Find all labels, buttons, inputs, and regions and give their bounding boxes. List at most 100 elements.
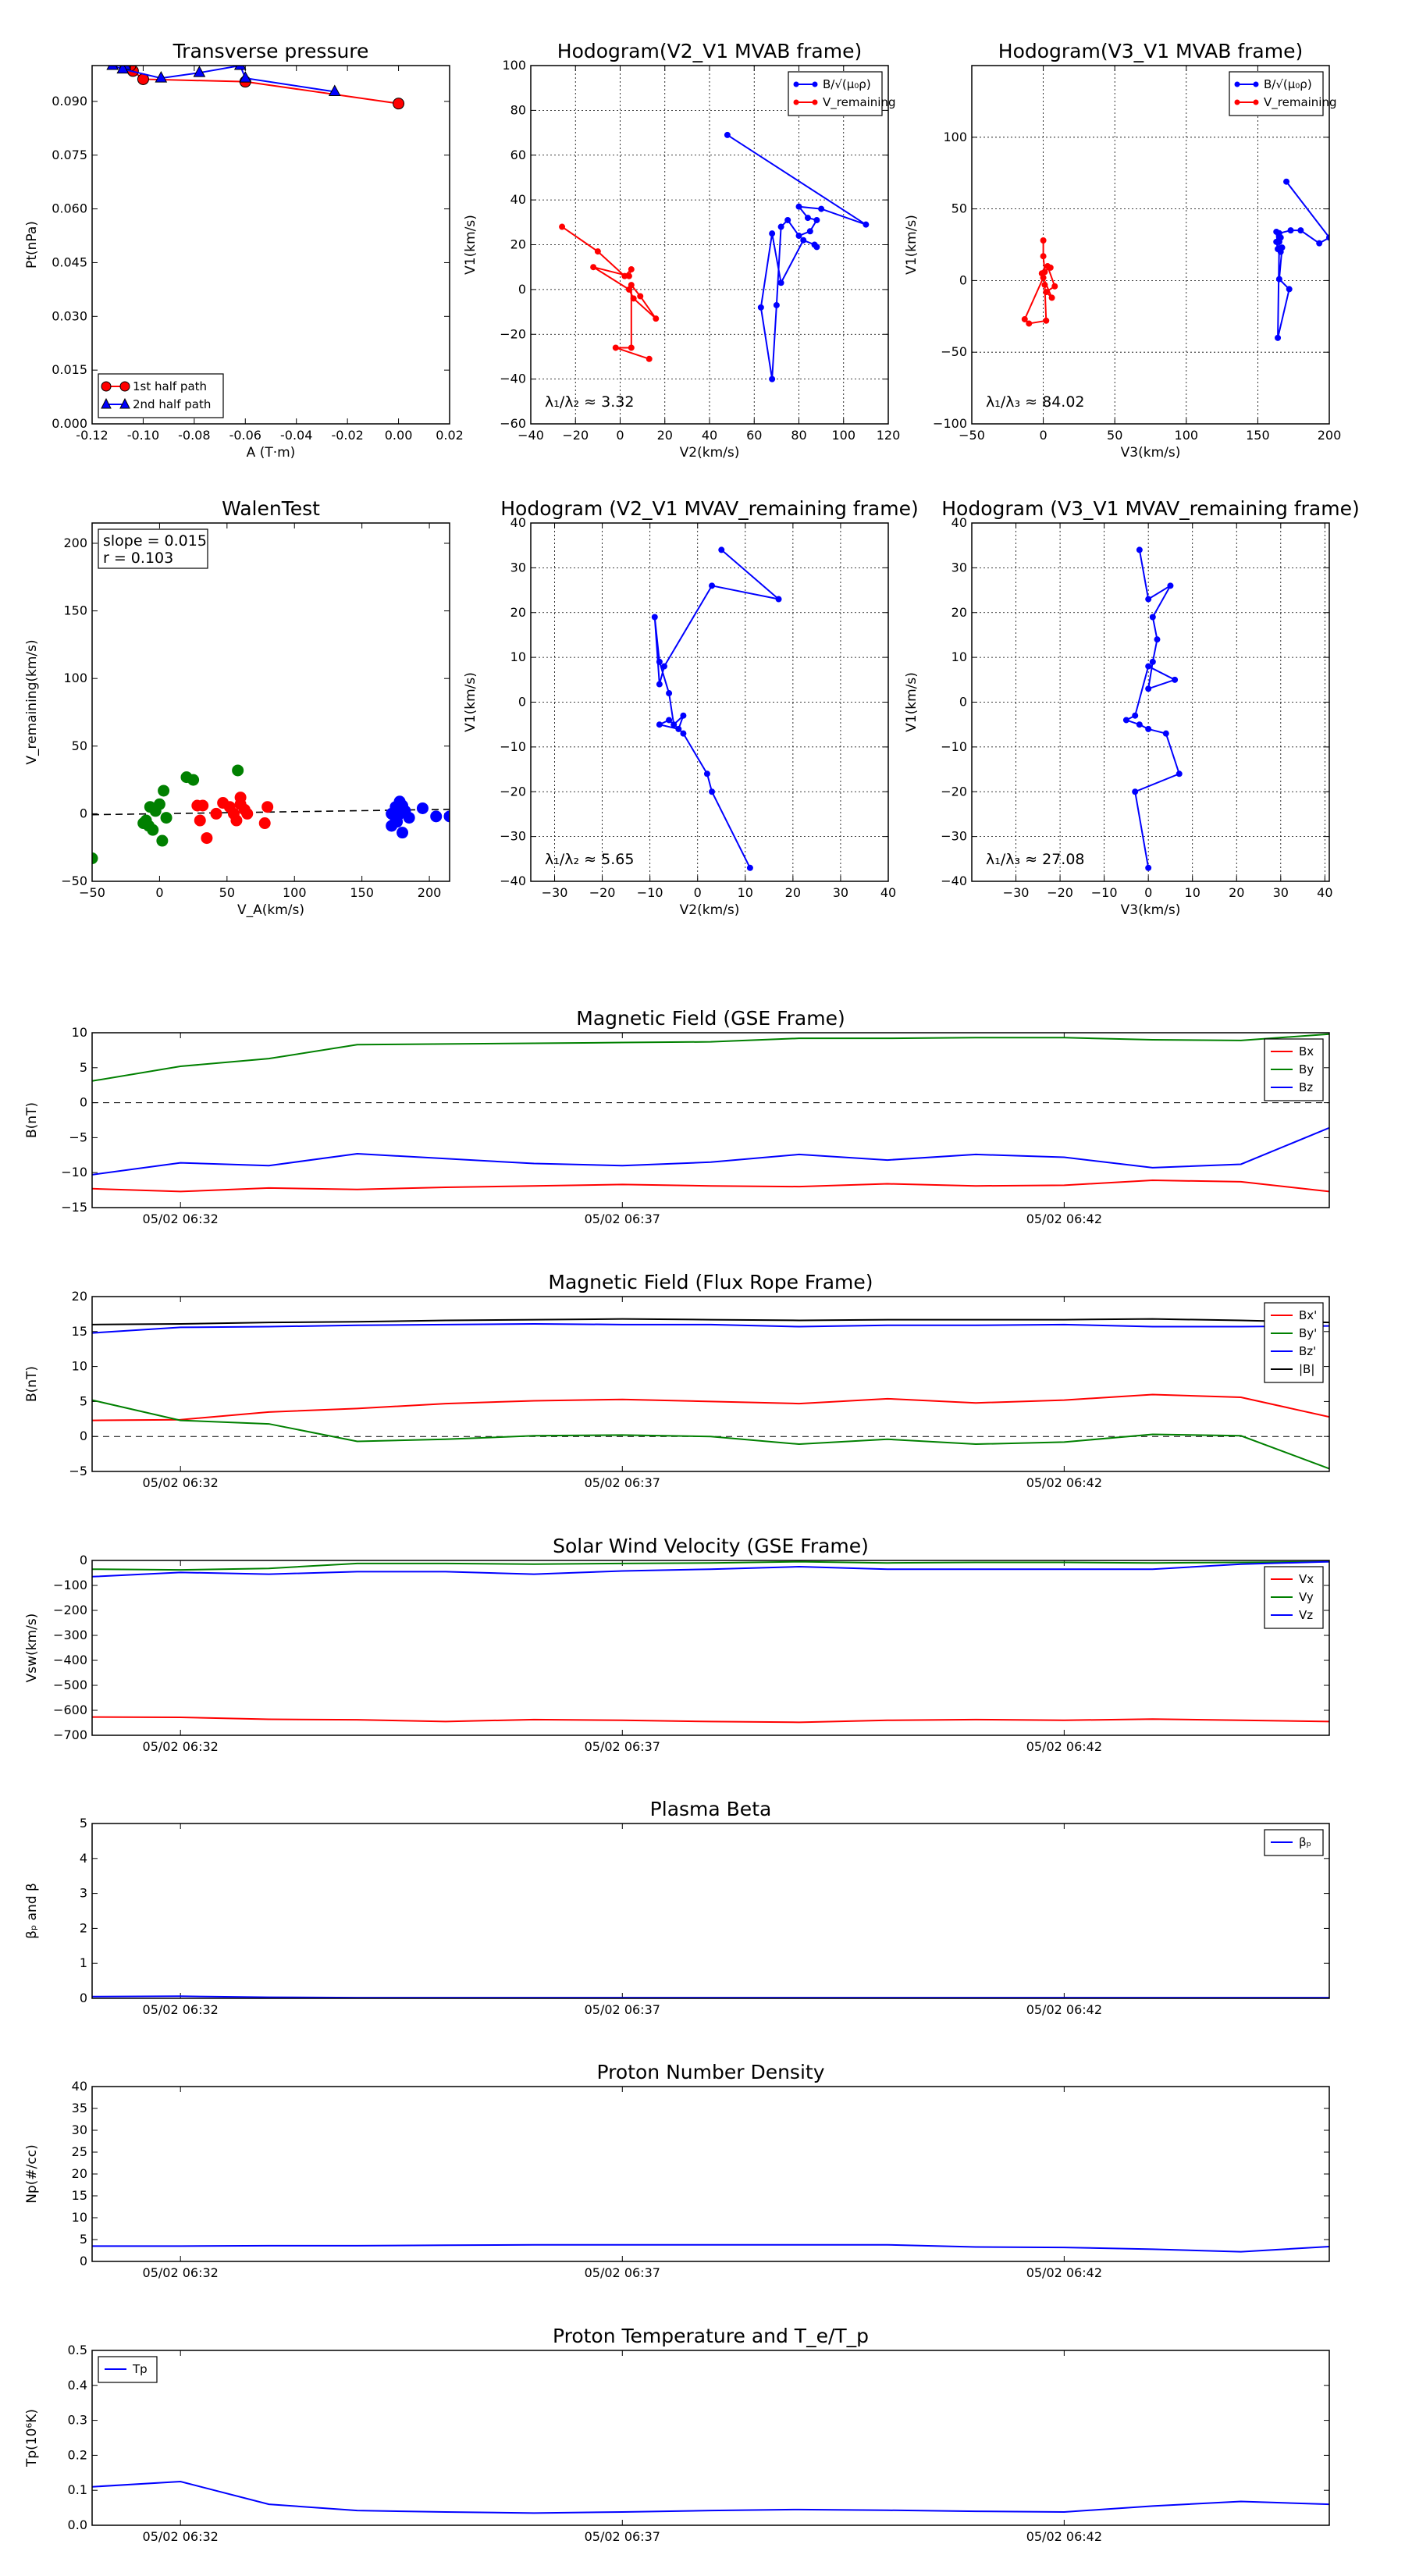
x-tick-label: 05/02 06:37 [585, 2002, 660, 2017]
data-point [666, 717, 673, 724]
series-line-By' [92, 1399, 1329, 1470]
y-tick-label: −10 [61, 1165, 87, 1179]
y-tick-label: 50 [951, 201, 967, 216]
x-tick-label: 60 [746, 428, 762, 443]
legend: Bx By Bz [1264, 1038, 1324, 1101]
ratio-annotation: λ₁/λ₃ ≈ 84.02 [986, 393, 1085, 411]
data-point [1040, 237, 1047, 244]
data-point [653, 315, 660, 322]
y-tick-label: 0.2 [68, 2447, 87, 2462]
data-point [775, 596, 782, 603]
legend: 1st half path 2nd half path [98, 373, 224, 418]
data-point [680, 730, 687, 737]
series-line-Bx' [92, 1393, 1329, 1421]
data-point [709, 582, 716, 589]
y-axis-label: B(nT) [24, 1102, 40, 1138]
y-tick-label: −600 [53, 1703, 87, 1717]
data-point [800, 237, 807, 244]
data-point [393, 98, 405, 110]
stats-line: r = 0.103 [103, 550, 173, 567]
y-tick-label: 0 [80, 2254, 87, 2268]
series-line-0 [653, 549, 782, 869]
x-tick-label: 200 [1318, 428, 1342, 443]
y-tick-label: 0.045 [52, 254, 87, 269]
y-tick-label: −50 [941, 344, 967, 359]
y-tick-label: 0 [518, 695, 526, 710]
x-tick-label: 05/02 06:32 [143, 1212, 219, 1226]
y-tick-label: 0.4 [68, 2378, 87, 2393]
axes-frame [91, 1032, 1330, 1208]
panel-vsw: Solar Wind Velocity (GSE Frame) 05/02 06:… [24, 1535, 1330, 1754]
data-point [1048, 294, 1055, 301]
data-point [1167, 582, 1174, 589]
data-point [1287, 227, 1294, 234]
data-point [241, 807, 254, 820]
data-point [1326, 234, 1329, 241]
axes-frame [91, 65, 450, 425]
legend: Tp [98, 2356, 158, 2383]
data-point [239, 71, 252, 83]
x-tick-label: −20 [589, 885, 616, 900]
legend-label: By [1299, 1062, 1314, 1076]
x-tick-label: −50 [959, 428, 985, 443]
data-point [1136, 721, 1143, 728]
series-line-V_remaining [561, 226, 657, 360]
data-point [1040, 274, 1047, 281]
x-tick-label: 0 [694, 885, 702, 900]
data-point [1043, 317, 1050, 324]
series-line-Bx [92, 1179, 1329, 1193]
y-tick-label: 1 [80, 1955, 87, 1970]
series-line-Bz [92, 1126, 1329, 1176]
y-tick-label: −30 [941, 829, 967, 844]
x-tick-label: 05/02 06:32 [143, 2529, 219, 2544]
panel-title: Proton Number Density [597, 2061, 825, 2083]
legend-label: Bx [1299, 1044, 1314, 1059]
y-tick-label: −15 [61, 1200, 87, 1215]
data-point [680, 712, 687, 719]
x-tick-label: 0.02 [436, 428, 464, 443]
legend: Bx' By' Bz' |B| [1264, 1302, 1324, 1383]
data-point [590, 264, 597, 271]
x-tick-label: 40 [702, 428, 717, 443]
x-tick-label: 0 [616, 428, 624, 443]
data-point [709, 788, 716, 795]
data-point [1297, 227, 1304, 234]
data-point [628, 344, 635, 351]
y-tick-label: 40 [510, 192, 526, 207]
data-point [1316, 240, 1323, 247]
y-tick-label: 100 [943, 130, 967, 144]
y-tick-label: 5 [80, 1060, 87, 1075]
y-axis-label: Pt(nPa) [24, 221, 40, 269]
x-tick-label: −30 [542, 885, 568, 900]
panel-tp: Proton Temperature and T_e/T_p 05/02 06:3… [24, 2325, 1330, 2544]
data-point [1043, 289, 1050, 296]
y-tick-label: 0.3 [68, 2413, 87, 2428]
x-tick-label: 0 [1040, 428, 1048, 443]
y-tick-label: 0.1 [68, 2482, 87, 2497]
y-axis-label: V1(km/s) [463, 215, 478, 275]
panel-title: Hodogram(V3_V1 MVAB frame) [998, 40, 1303, 62]
legend-label: Vz [1299, 1608, 1313, 1622]
x-tick-label: 05/02 06:37 [585, 2529, 660, 2544]
axes-frame [91, 1823, 1330, 1999]
x-tick-label: 10 [1185, 885, 1200, 900]
y-tick-label: 150 [63, 603, 87, 618]
legend-label: 1st half path [133, 379, 207, 393]
y-tick-label: 20 [510, 237, 526, 252]
y-tick-label: 30 [510, 560, 526, 575]
x-tick-label: 05/02 06:42 [1026, 2002, 1102, 2017]
data-point [1021, 315, 1028, 322]
panel-title: Plasma Beta [650, 1798, 772, 1820]
data-point [160, 812, 173, 824]
x-tick-label: 120 [877, 428, 901, 443]
x-tick-label: 05/02 06:32 [143, 2002, 219, 2017]
data-point [1275, 334, 1282, 341]
data-point [261, 801, 274, 813]
x-tick-label: 05/02 06:32 [143, 1475, 219, 1490]
x-tick-label: 05/02 06:42 [1026, 1212, 1102, 1226]
data-point [210, 807, 222, 820]
y-tick-label: 15 [72, 1324, 87, 1339]
panel-np: Proton Number Density 05/02 06:32 05/02 06… [24, 2061, 1330, 2280]
legend-label: Vy [1299, 1590, 1314, 1604]
y-tick-label: −10 [500, 739, 526, 754]
